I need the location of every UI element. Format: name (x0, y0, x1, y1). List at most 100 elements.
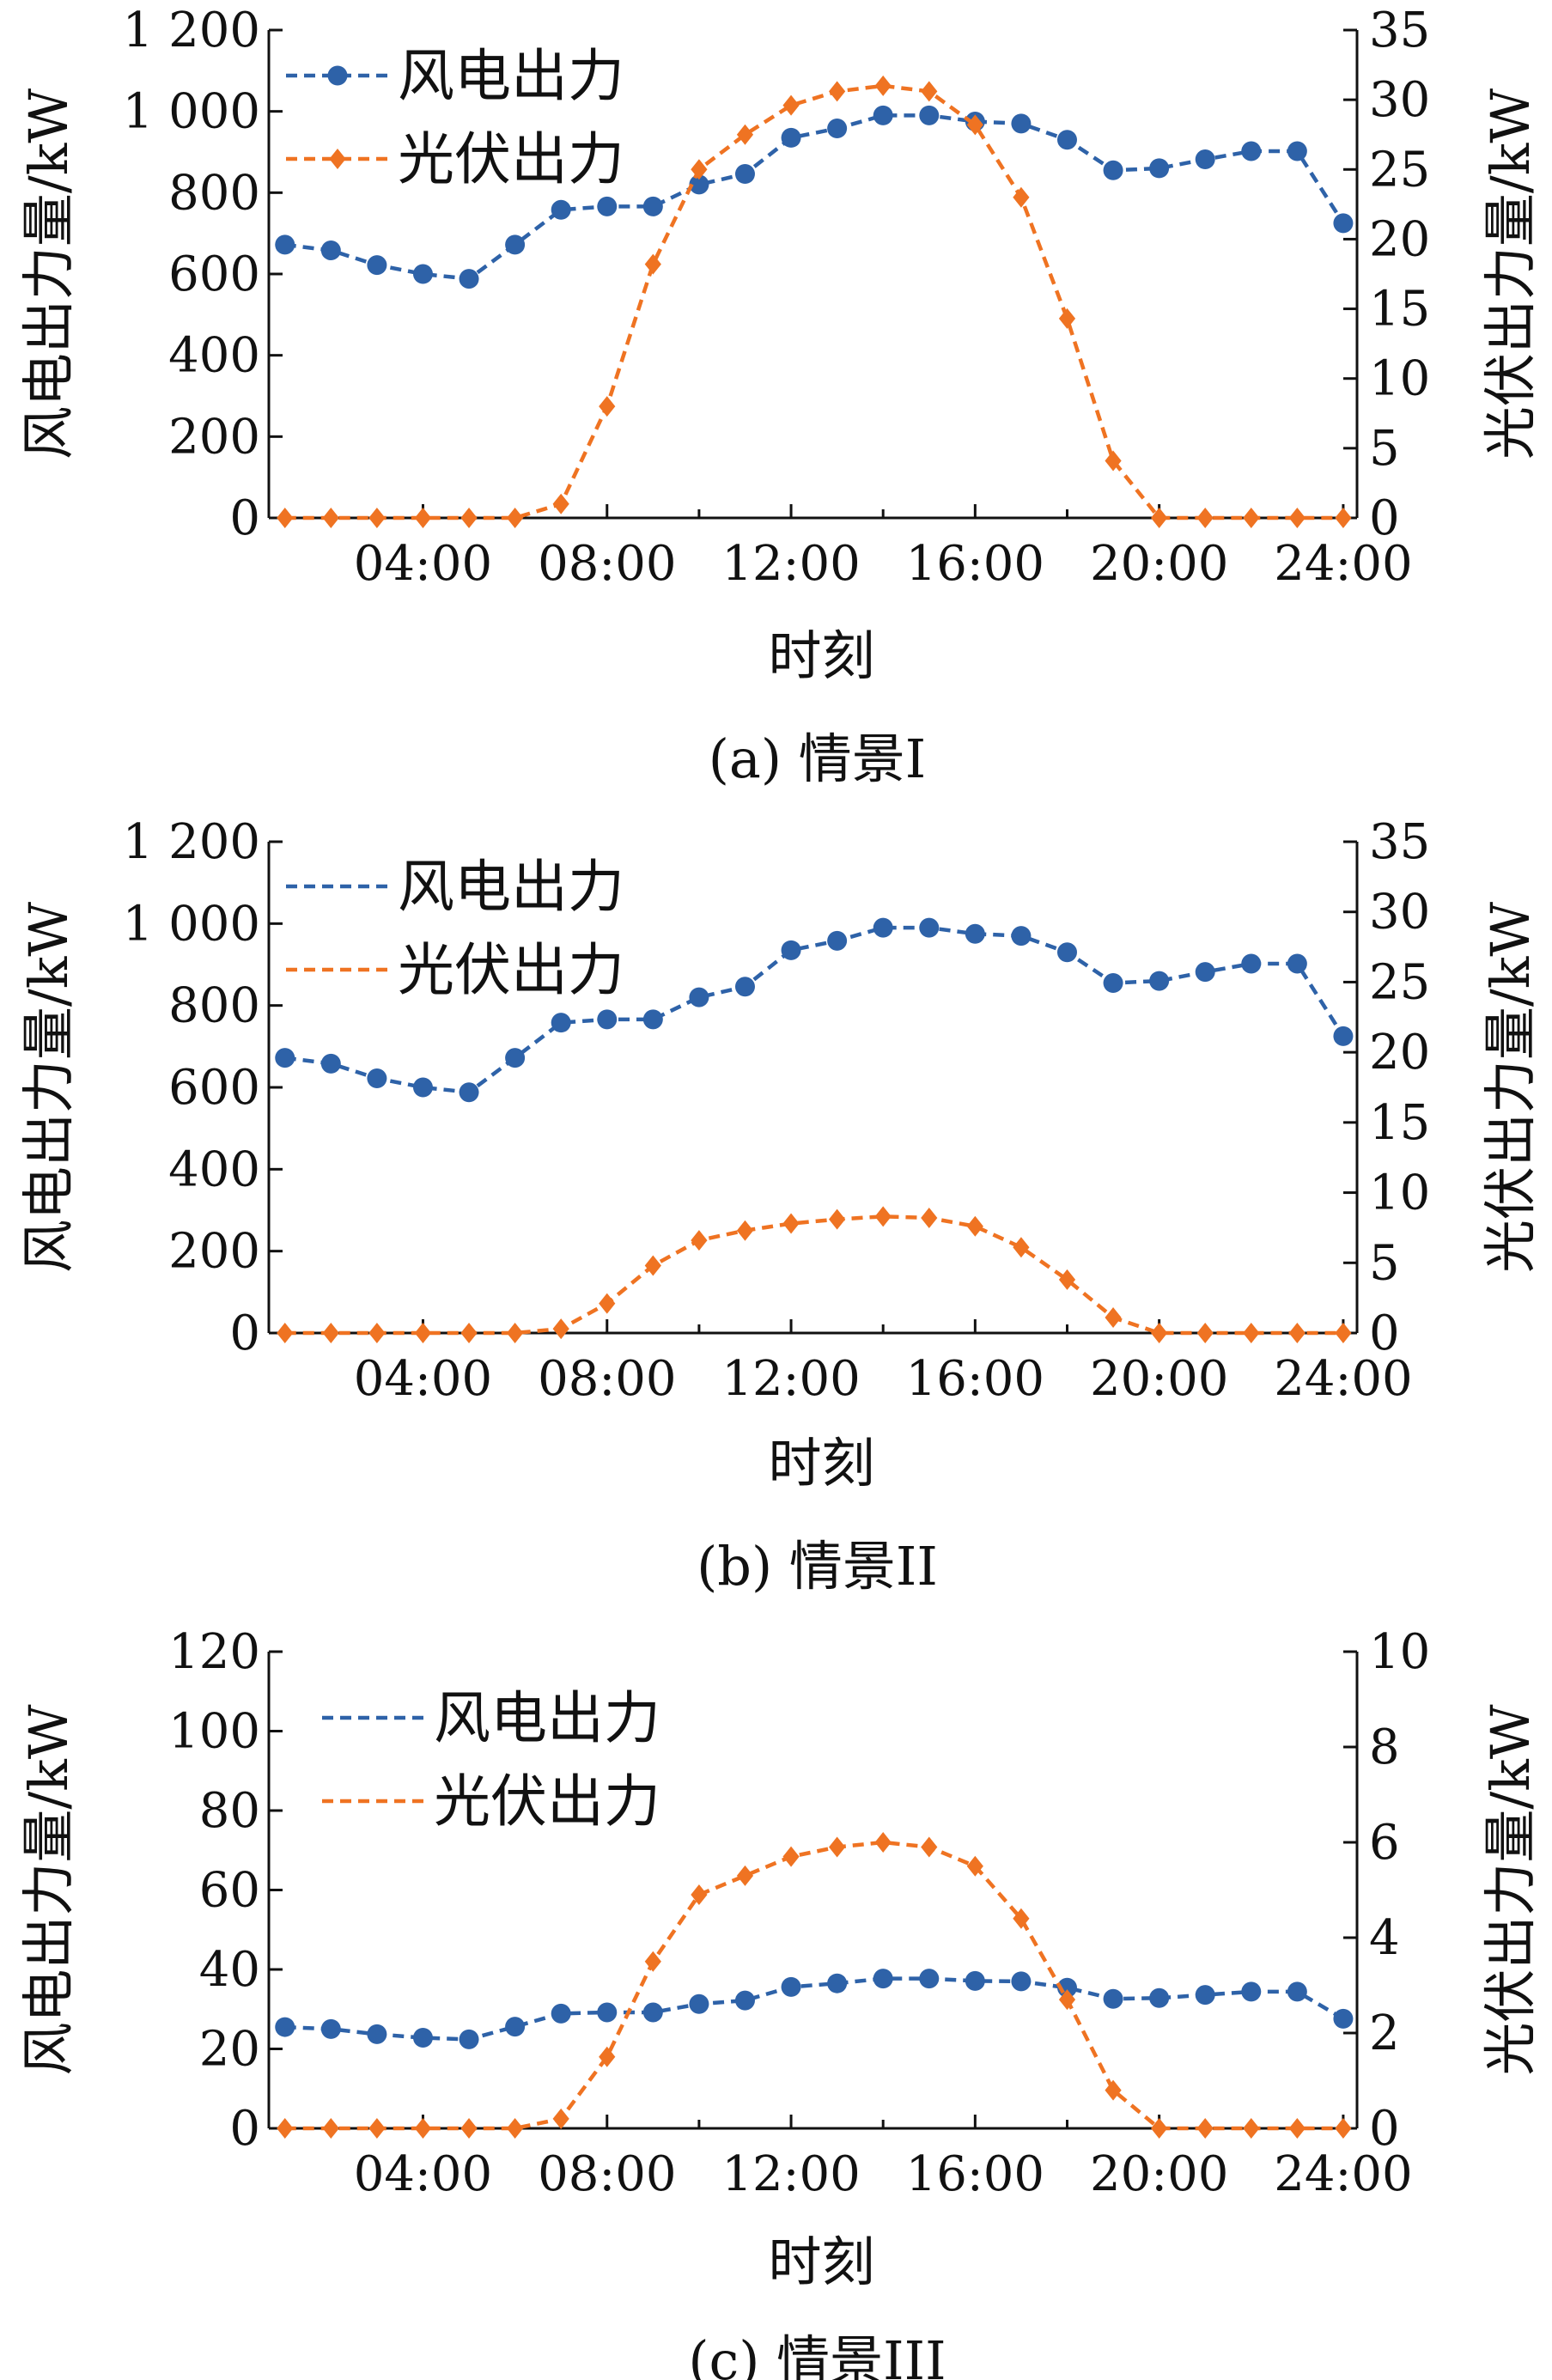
x-tick-label: 20:00 (1090, 1351, 1228, 1407)
pv-data-point (874, 75, 892, 96)
wind-data-point (827, 930, 848, 951)
x-tick-label: 12:00 (721, 1351, 860, 1407)
wind-data-point (1149, 971, 1170, 991)
wind-data-point (1287, 953, 1307, 974)
right-y-tick-label: 5 (1369, 1235, 1400, 1291)
wind-data-point (1103, 972, 1123, 993)
pv-data-point (644, 1255, 661, 1276)
right-y-tick-label: 0 (1369, 1306, 1400, 1361)
pv-data-point (507, 2118, 524, 2139)
wind-data-point (505, 2017, 526, 2037)
pv-data-point (874, 1206, 892, 1227)
right-y-axis-title: 光伏出力量/kW (1479, 88, 1542, 460)
pv-data-point (691, 1230, 708, 1251)
pv-data-point (552, 2108, 569, 2129)
pv-data-point (552, 1318, 569, 1340)
left-y-tick-label: 400 (168, 1141, 260, 1197)
pv-data-point (1196, 2118, 1214, 2139)
wind-data-point (320, 2018, 341, 2039)
right-y-tick-label: 5 (1369, 421, 1400, 477)
x-tick-label: 24:00 (1274, 2146, 1412, 2202)
wind-data-point (1241, 1981, 1262, 2002)
left-y-tick-label: 200 (168, 1224, 260, 1280)
x-tick-label: 08:00 (538, 536, 676, 592)
pv-data-point (277, 1323, 294, 1343)
wind-data-point (642, 196, 663, 216)
pv-data-point (414, 508, 432, 528)
wind-data-point (873, 1969, 893, 1989)
pv-data-point (277, 2118, 294, 2139)
pv-data-point (414, 1323, 432, 1343)
pv-data-point (782, 1213, 800, 1234)
pv-data-point (460, 1323, 478, 1343)
pv-data-point (368, 508, 386, 528)
legend-label-pv: 光伏出力 (434, 1768, 660, 1835)
right-y-tick-label: 20 (1369, 211, 1430, 267)
x-tick-label: 04:00 (354, 1351, 492, 1407)
pv-data-point (1151, 508, 1168, 528)
pv-data-point (829, 1208, 846, 1230)
wind-data-point (1056, 130, 1077, 150)
pv-data-point (1151, 2118, 1168, 2139)
pv-data-point (829, 1836, 846, 1858)
wind-data-point (1149, 1987, 1170, 2008)
series-line-pv (284, 1840, 1343, 2131)
wind-data-point (1195, 149, 1215, 170)
pv-data-point (1105, 1307, 1122, 1329)
x-axis-title: 时刻 (768, 2231, 874, 2293)
wind-data-point (275, 234, 295, 255)
right-y-tick-label: 10 (1369, 1624, 1430, 1680)
left-y-tick-label: 800 (168, 978, 260, 1034)
legend-marker-pv (329, 149, 346, 169)
left-y-tick-label: 20 (199, 2022, 260, 2078)
pv-data-point (921, 81, 938, 102)
wind-data-point (275, 1048, 295, 1068)
wind-data-point (551, 2003, 571, 2024)
wind-data-point (1011, 1971, 1032, 1992)
left-y-tick-label: 1 000 (123, 84, 260, 140)
wind-data-point (781, 1976, 801, 1997)
right-y-tick-label: 8 (1369, 1720, 1400, 1775)
wind-data-point (320, 1053, 341, 1074)
right-y-tick-label: 35 (1369, 814, 1430, 870)
wind-data-point (551, 1013, 571, 1033)
wind-data-point (1241, 953, 1262, 974)
wind-data-point (965, 1970, 985, 1991)
wind-data-point (1287, 141, 1307, 161)
series-line-pv (284, 1214, 1343, 1336)
x-tick-label: 20:00 (1090, 2146, 1228, 2202)
left-y-axis-title: 风电出力量/kW (17, 902, 80, 1273)
pv-data-point (1151, 1323, 1168, 1343)
right-y-tick-label: 6 (1369, 1815, 1400, 1871)
pv-data-point (1288, 1323, 1306, 1343)
wind-data-point (459, 2029, 479, 2049)
wind-data-point (827, 1973, 848, 1993)
wind-data-point (642, 2002, 663, 2023)
wind-data-point (734, 977, 755, 997)
pv-data-point (1243, 2118, 1260, 2139)
right-y-tick-label: 15 (1369, 1095, 1430, 1151)
x-axis-title: 时刻 (768, 1432, 874, 1494)
left-y-tick-label: 1 200 (123, 814, 260, 870)
panel-caption: (b) 情景II (697, 1535, 938, 1598)
right-y-tick-label: 15 (1369, 282, 1430, 338)
wind-data-point (965, 923, 985, 944)
pv-data-point (460, 2118, 478, 2139)
pv-data-point (874, 1832, 892, 1853)
pv-data-point (368, 1323, 386, 1343)
pv-data-point (368, 2118, 386, 2139)
wind-data-point (551, 199, 571, 220)
left-y-tick-label: 120 (168, 1624, 260, 1680)
wind-data-point (1333, 2008, 1354, 2029)
x-tick-label: 24:00 (1274, 536, 1412, 592)
left-y-tick-label: 600 (168, 1060, 260, 1116)
wind-data-point (1149, 158, 1170, 179)
wind-data-point (459, 1082, 479, 1103)
pv-data-point (322, 508, 339, 528)
wind-data-point (1103, 1988, 1123, 2009)
pv-data-point (736, 1865, 754, 1886)
pv-data-point (507, 1323, 524, 1343)
wind-data-point (1011, 926, 1032, 947)
right-y-tick-label: 25 (1369, 142, 1430, 198)
right-y-tick-label: 4 (1369, 1910, 1400, 1966)
